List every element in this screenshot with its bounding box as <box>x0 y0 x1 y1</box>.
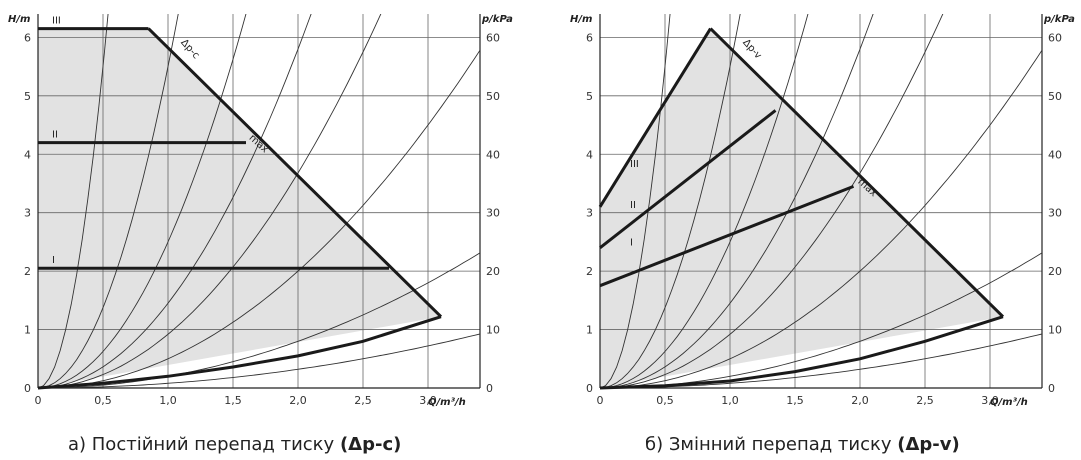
y-tick-label: 0 <box>586 382 593 395</box>
x-tick-label: 0 <box>597 394 604 407</box>
x-tick-label: 3,0 <box>419 394 437 407</box>
system-parabola-low <box>38 333 480 388</box>
y-tick-label: 1 <box>586 324 593 337</box>
series-label-II: II <box>52 130 58 141</box>
x-tick-label: 1,0 <box>721 394 739 407</box>
y2-tick-label: 10 <box>486 324 500 337</box>
series-label-I: I <box>52 255 55 266</box>
y-tick-label: 4 <box>24 148 31 161</box>
caption-constant-pressure: а) Постійний перепад тиску (Δp-c) <box>68 434 401 455</box>
y2-axis-label: p/kPa <box>481 14 513 25</box>
caption-a-bold: (Δp-c) <box>339 434 402 455</box>
caption-b-text: б) Змінний перепад тиску <box>645 434 898 455</box>
y2-tick-label: 40 <box>1048 148 1062 161</box>
system-parabola <box>600 14 809 388</box>
max-curve <box>147 27 443 318</box>
x-tick-label: 0,5 <box>656 394 674 407</box>
min-system-curve <box>599 315 1004 390</box>
x-tick-label: 2,0 <box>851 394 869 407</box>
y2-axis-label: p/kPa <box>1043 14 1075 25</box>
series-line-III <box>598 27 712 208</box>
x-tick-label: 2,5 <box>916 394 934 407</box>
max-curve <box>709 27 1005 318</box>
series-line-I <box>599 185 855 288</box>
system-parabola <box>38 14 382 388</box>
caption-b-bold: (Δp-v) <box>897 434 960 455</box>
system-parabola <box>600 14 874 388</box>
y-tick-label: 5 <box>586 90 593 103</box>
y2-tick-label: 20 <box>1048 265 1062 278</box>
x-tick-label: 2,0 <box>289 394 307 407</box>
y2-tick-label: 60 <box>1048 31 1062 44</box>
series-label-III: III <box>630 159 639 170</box>
system-parabola <box>38 14 179 388</box>
y-tick-label: 6 <box>586 31 593 44</box>
y2-tick-label: 50 <box>486 90 500 103</box>
system-parabola <box>600 14 741 388</box>
y-tick-label: 2 <box>24 265 31 278</box>
y-tick-label: 0 <box>24 382 31 395</box>
y2-tick-label: 40 <box>486 148 500 161</box>
x-tick-label: 1,0 <box>159 394 177 407</box>
caption-variable-pressure: б) Змінний перепад тиску (Δp-v) <box>645 434 960 455</box>
x-tick-label: 2,5 <box>354 394 372 407</box>
system-parabola <box>38 49 480 388</box>
x-tick-label: 1,5 <box>224 394 242 407</box>
series-label-III: III <box>52 16 61 27</box>
y2-tick-label: 20 <box>486 265 500 278</box>
y-tick-label: 2 <box>586 265 593 278</box>
system-parabola <box>600 14 944 388</box>
y2-tick-label: 30 <box>1048 207 1062 220</box>
system-parabola <box>600 49 1042 388</box>
operating-region <box>38 28 441 388</box>
system-parabola <box>38 252 480 388</box>
y-axis-label: H/m <box>570 14 592 25</box>
x-axis-label: Q/m³/h <box>990 397 1028 408</box>
system-parabola <box>38 14 247 388</box>
x-axis-label: Q/m³/h <box>428 397 466 408</box>
y2-tick-label: 10 <box>1048 324 1062 337</box>
series-label-I: I <box>630 238 633 249</box>
y-tick-label: 6 <box>24 31 31 44</box>
x-tick-label: 0 <box>35 394 42 407</box>
mode-label: Δp-v <box>740 37 763 61</box>
x-tick-label: 0,5 <box>94 394 112 407</box>
y2-tick-label: 0 <box>486 382 493 395</box>
curves-group <box>38 14 480 388</box>
mode-label: Δp-c <box>178 37 201 61</box>
y-axis-label: H/m <box>8 14 30 25</box>
y2-tick-label: 30 <box>486 207 500 220</box>
min-system-curve <box>37 315 442 390</box>
x-tick-label: 3,0 <box>981 394 999 407</box>
y-tick-label: 5 <box>24 90 31 103</box>
y-tick-label: 1 <box>24 324 31 337</box>
y-tick-label: 3 <box>586 207 593 220</box>
system-parabola <box>38 14 312 388</box>
y2-tick-label: 0 <box>1048 382 1055 395</box>
caption-a-text: а) Постійний перепад тиску <box>68 434 340 455</box>
x-tick-label: 1,5 <box>786 394 804 407</box>
series-line-II <box>599 109 777 249</box>
series-label-II: II <box>630 200 636 211</box>
y-tick-label: 4 <box>586 148 593 161</box>
y-tick-label: 3 <box>24 207 31 220</box>
y2-tick-label: 50 <box>1048 90 1062 103</box>
y2-tick-label: 60 <box>486 31 500 44</box>
